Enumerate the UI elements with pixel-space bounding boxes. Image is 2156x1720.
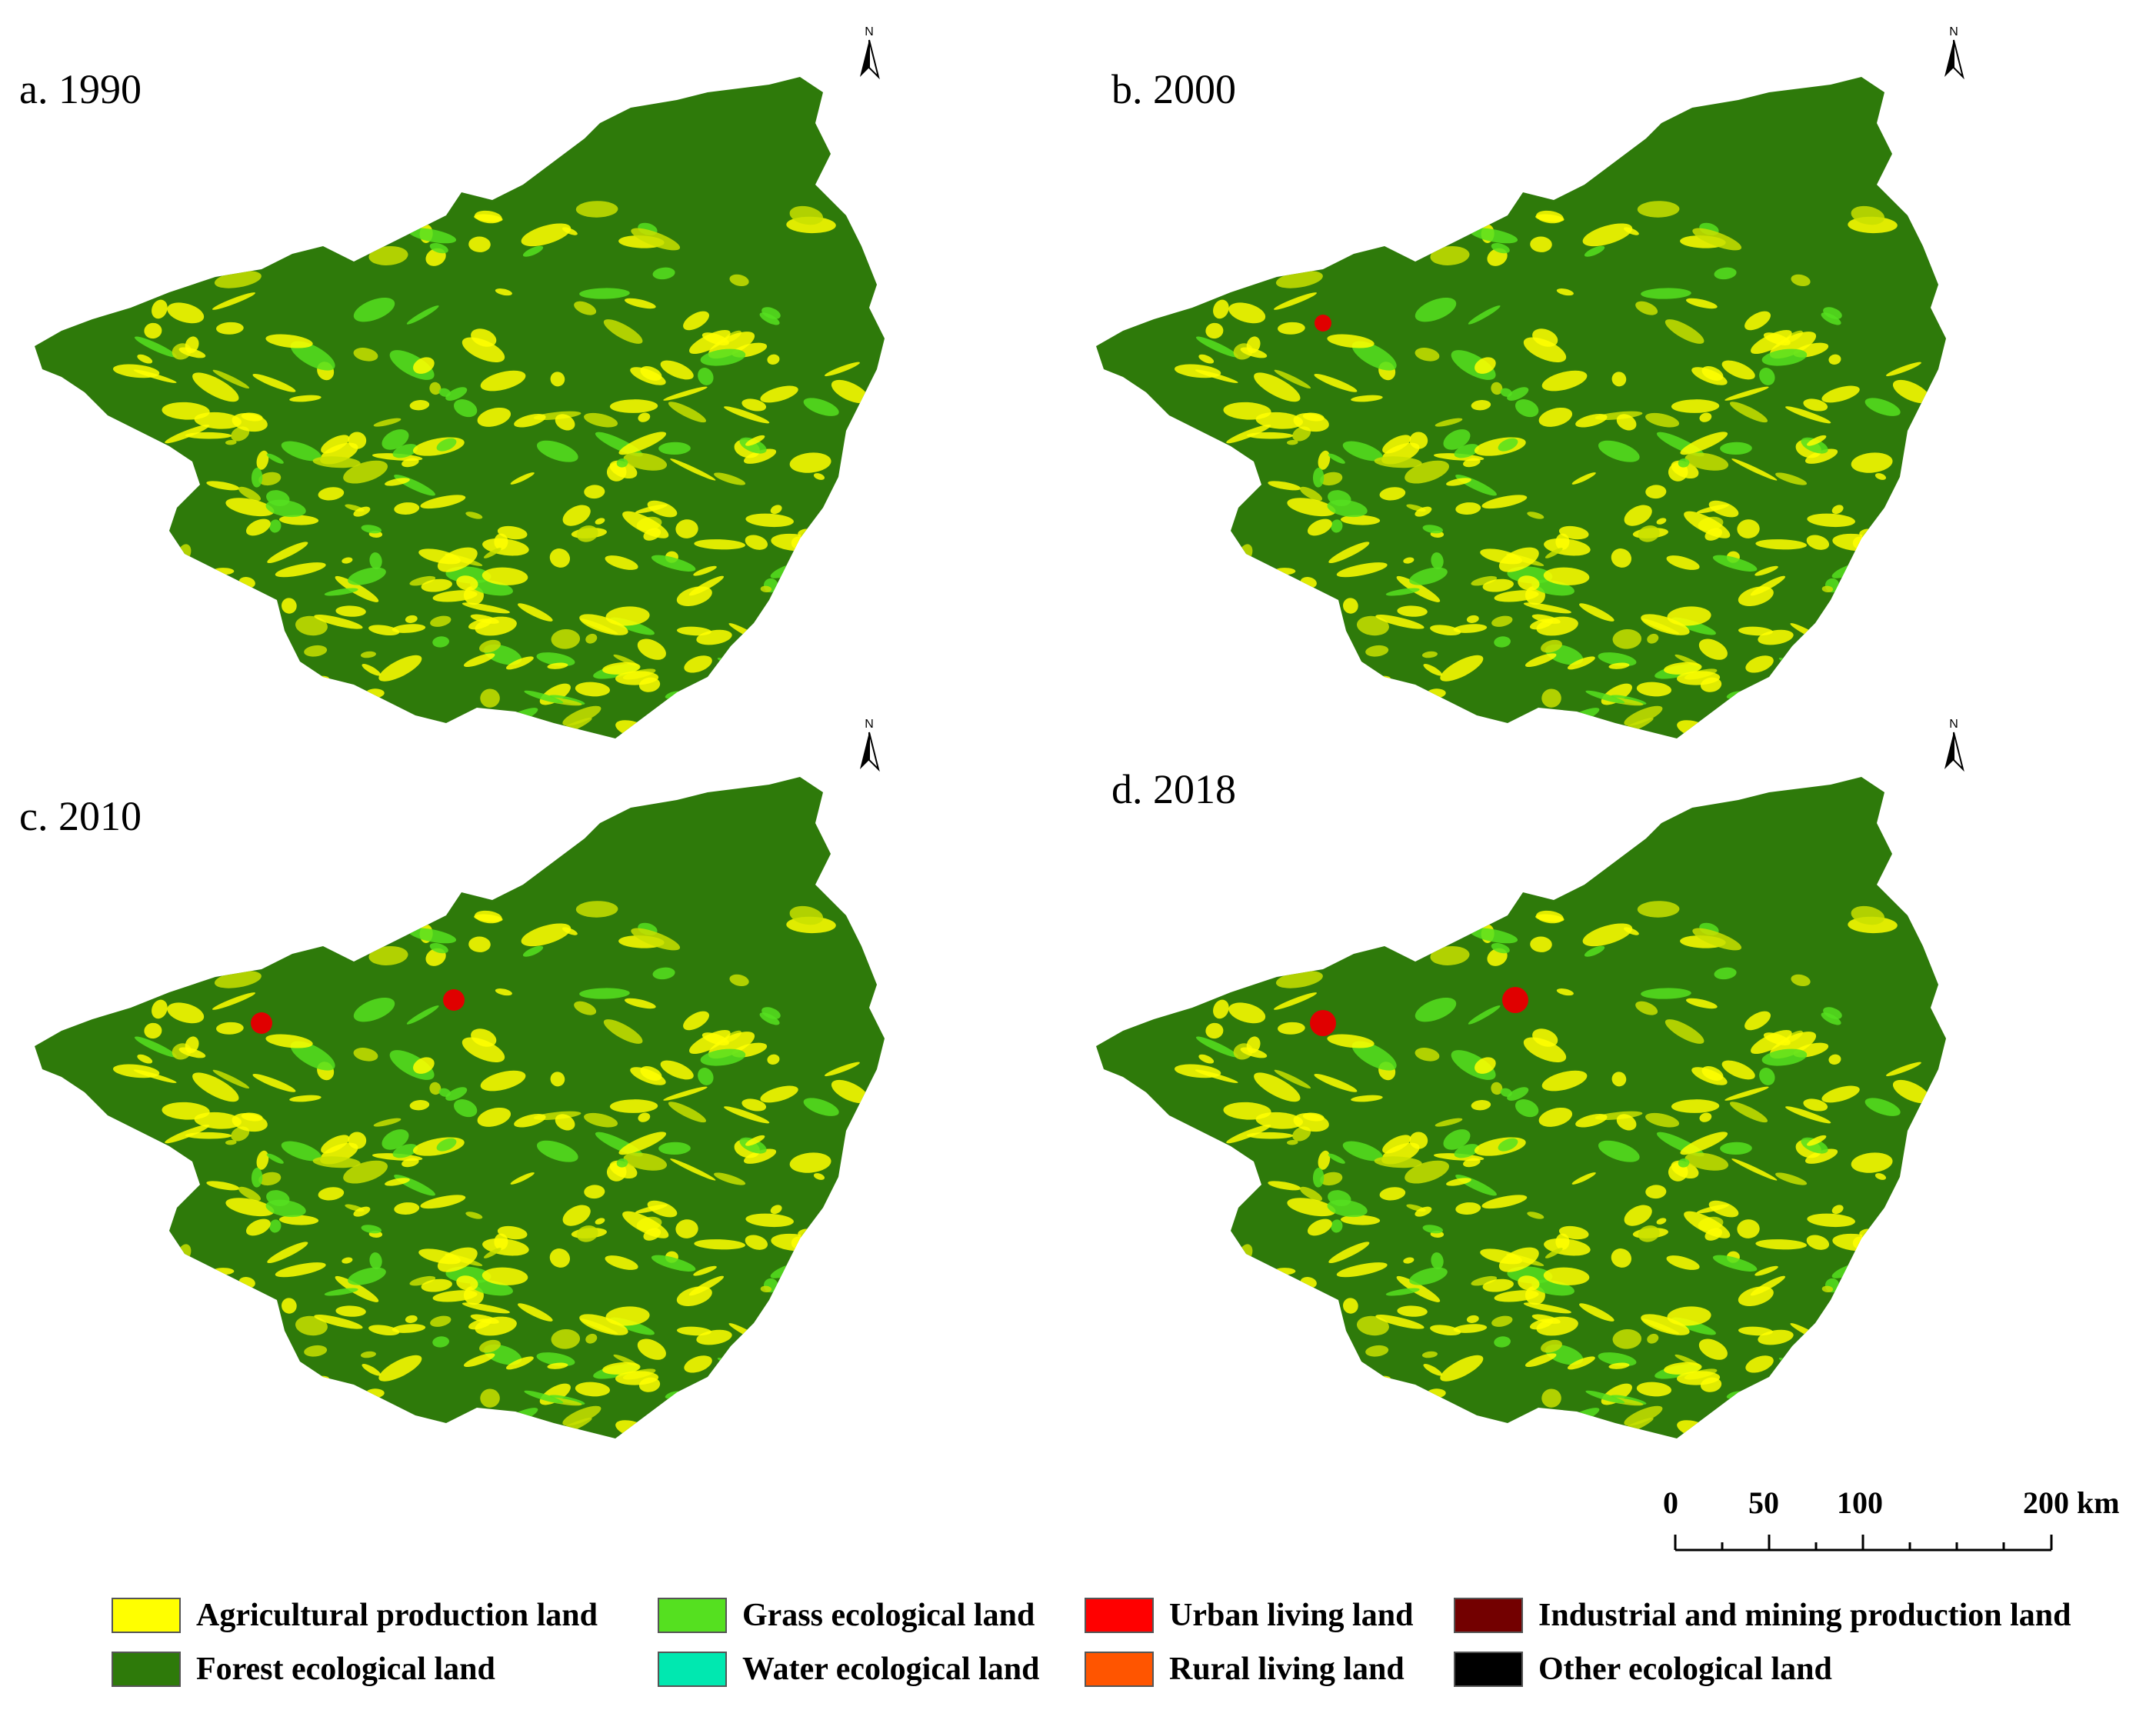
- scale-label: 50: [1748, 1485, 1779, 1520]
- land-use-map: [1096, 77, 1946, 738]
- legend: Agricultural production land Grass ecolo…: [112, 1592, 2150, 1708]
- legend-item-forest: Forest ecological land: [112, 1646, 495, 1692]
- map-panel-2018: d. 2018 N: [1077, 715, 2146, 1454]
- legend-label: Grass ecological land: [742, 1598, 1035, 1633]
- north-arrow-icon: N: [854, 23, 885, 85]
- legend-swatch: [1085, 1652, 1154, 1687]
- land-use-map: [35, 77, 885, 738]
- svg-text:N: N: [865, 718, 874, 731]
- legend-label: Rural living land: [1169, 1652, 1405, 1687]
- map-panel-2010: c. 2010 N: [15, 715, 1085, 1454]
- legend-item-agricultural: Agricultural production land: [112, 1592, 598, 1638]
- legend-label: Water ecological land: [742, 1652, 1040, 1687]
- legend-label: Urban living land: [1169, 1598, 1414, 1633]
- svg-text:N: N: [865, 25, 874, 38]
- legend-swatch: [1454, 1652, 1523, 1687]
- legend-swatch: [1454, 1598, 1523, 1633]
- svg-text:N: N: [1949, 718, 1958, 731]
- scale-bar: 0 50 100 200 km: [1663, 1485, 2146, 1577]
- panel-title: d. 2018: [1111, 766, 1236, 812]
- legend-item-other: Other ecological land: [1454, 1646, 1832, 1692]
- legend-label: Agricultural production land: [196, 1598, 598, 1633]
- svg-text:N: N: [1949, 25, 1958, 38]
- panel-title: c. 2010: [19, 793, 142, 839]
- map-panel-1990: a. 1990 N: [15, 15, 1085, 754]
- legend-swatch: [658, 1652, 727, 1687]
- legend-label: Other ecological land: [1538, 1652, 1832, 1687]
- panel-title: b. 2000: [1111, 66, 1236, 112]
- north-arrow-icon: N: [854, 715, 885, 777]
- scale-label: 100: [1837, 1485, 1883, 1520]
- land-use-map: [1096, 777, 1946, 1438]
- legend-item-rural: Rural living land: [1085, 1646, 1405, 1692]
- scale-label: 0: [1663, 1485, 1678, 1520]
- panel-title: a. 1990: [19, 66, 142, 112]
- legend-swatch: [1085, 1598, 1154, 1633]
- land-use-map: [35, 777, 885, 1438]
- legend-swatch: [112, 1598, 181, 1633]
- legend-swatch: [658, 1598, 727, 1633]
- north-arrow-icon: N: [1938, 715, 1969, 777]
- map-panel-2000: b. 2000 N: [1077, 15, 2146, 754]
- legend-swatch: [112, 1652, 181, 1687]
- legend-label: Industrial and mining production land: [1538, 1598, 2071, 1633]
- legend-item-urban: Urban living land: [1085, 1592, 1413, 1638]
- legend-item-water: Water ecological land: [658, 1646, 1040, 1692]
- legend-item-grass: Grass ecological land: [658, 1592, 1035, 1638]
- scale-label: 200 km: [2023, 1485, 2120, 1520]
- legend-label: Forest ecological land: [196, 1652, 495, 1687]
- north-arrow-icon: N: [1938, 23, 1969, 85]
- legend-item-industrial: Industrial and mining production land: [1454, 1592, 2071, 1638]
